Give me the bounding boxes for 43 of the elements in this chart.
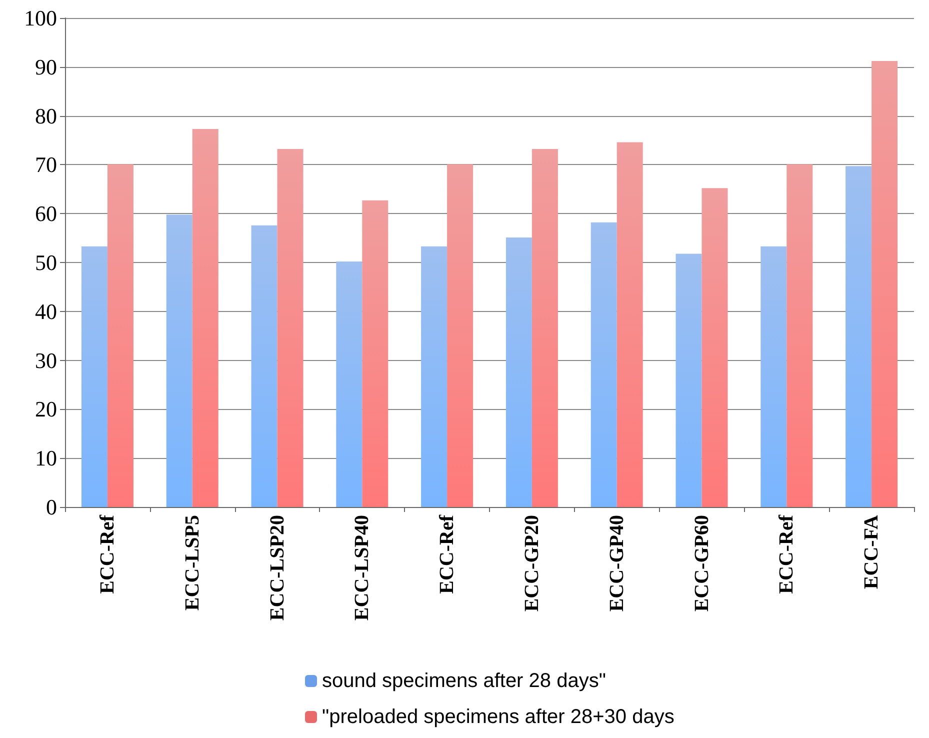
x-tick-label: ECC-Ref bbox=[436, 514, 458, 594]
bar bbox=[421, 246, 448, 507]
legend-label: sound specimens after 28 days" bbox=[322, 670, 606, 692]
x-tick-label: ECC-GP40 bbox=[606, 515, 628, 612]
bar bbox=[872, 61, 898, 507]
y-tick-label: 60 bbox=[35, 201, 57, 226]
bar bbox=[506, 238, 532, 507]
bar bbox=[251, 225, 278, 507]
bar bbox=[447, 164, 474, 507]
bar bbox=[336, 262, 362, 507]
x-tick-label: ECC-FA bbox=[860, 514, 883, 590]
y-tick-label: 20 bbox=[35, 396, 57, 422]
x-tick-label: ECC-Ref bbox=[776, 514, 798, 594]
bar bbox=[846, 166, 872, 507]
x-tick-label: ECC-GP20 bbox=[520, 515, 543, 612]
y-tick-label: 70 bbox=[35, 152, 57, 178]
bar bbox=[192, 129, 218, 507]
bar bbox=[590, 222, 617, 507]
x-tick-label: ECC-Ref bbox=[96, 514, 118, 594]
bar bbox=[362, 200, 388, 507]
bar bbox=[81, 246, 108, 507]
bar bbox=[166, 214, 192, 507]
legend-label: "preloaded specimens after 28+30 days bbox=[322, 706, 674, 728]
bar bbox=[616, 142, 643, 507]
bar bbox=[277, 149, 304, 507]
y-tick-label: 50 bbox=[35, 250, 57, 275]
y-tick-label: 80 bbox=[35, 103, 57, 128]
x-tick-label: ECC-LSP40 bbox=[351, 515, 374, 621]
y-tick-label: 100 bbox=[24, 6, 57, 30]
bar bbox=[107, 164, 134, 507]
y-tick-label: 40 bbox=[35, 298, 57, 324]
y-tick-label: 0 bbox=[46, 494, 57, 520]
y-tick-label: 30 bbox=[35, 348, 57, 373]
x-tick-label: ECC-LSP5 bbox=[181, 515, 204, 611]
bar bbox=[676, 254, 702, 507]
x-tick-label: ECC-GP60 bbox=[690, 515, 713, 612]
bar bbox=[532, 149, 558, 507]
bar bbox=[760, 246, 787, 507]
x-tick-label: ECC-LSP20 bbox=[266, 515, 288, 621]
y-tick-label: 90 bbox=[35, 54, 57, 80]
bar bbox=[702, 188, 728, 507]
bar bbox=[786, 164, 813, 507]
y-tick-label: 10 bbox=[35, 446, 57, 471]
